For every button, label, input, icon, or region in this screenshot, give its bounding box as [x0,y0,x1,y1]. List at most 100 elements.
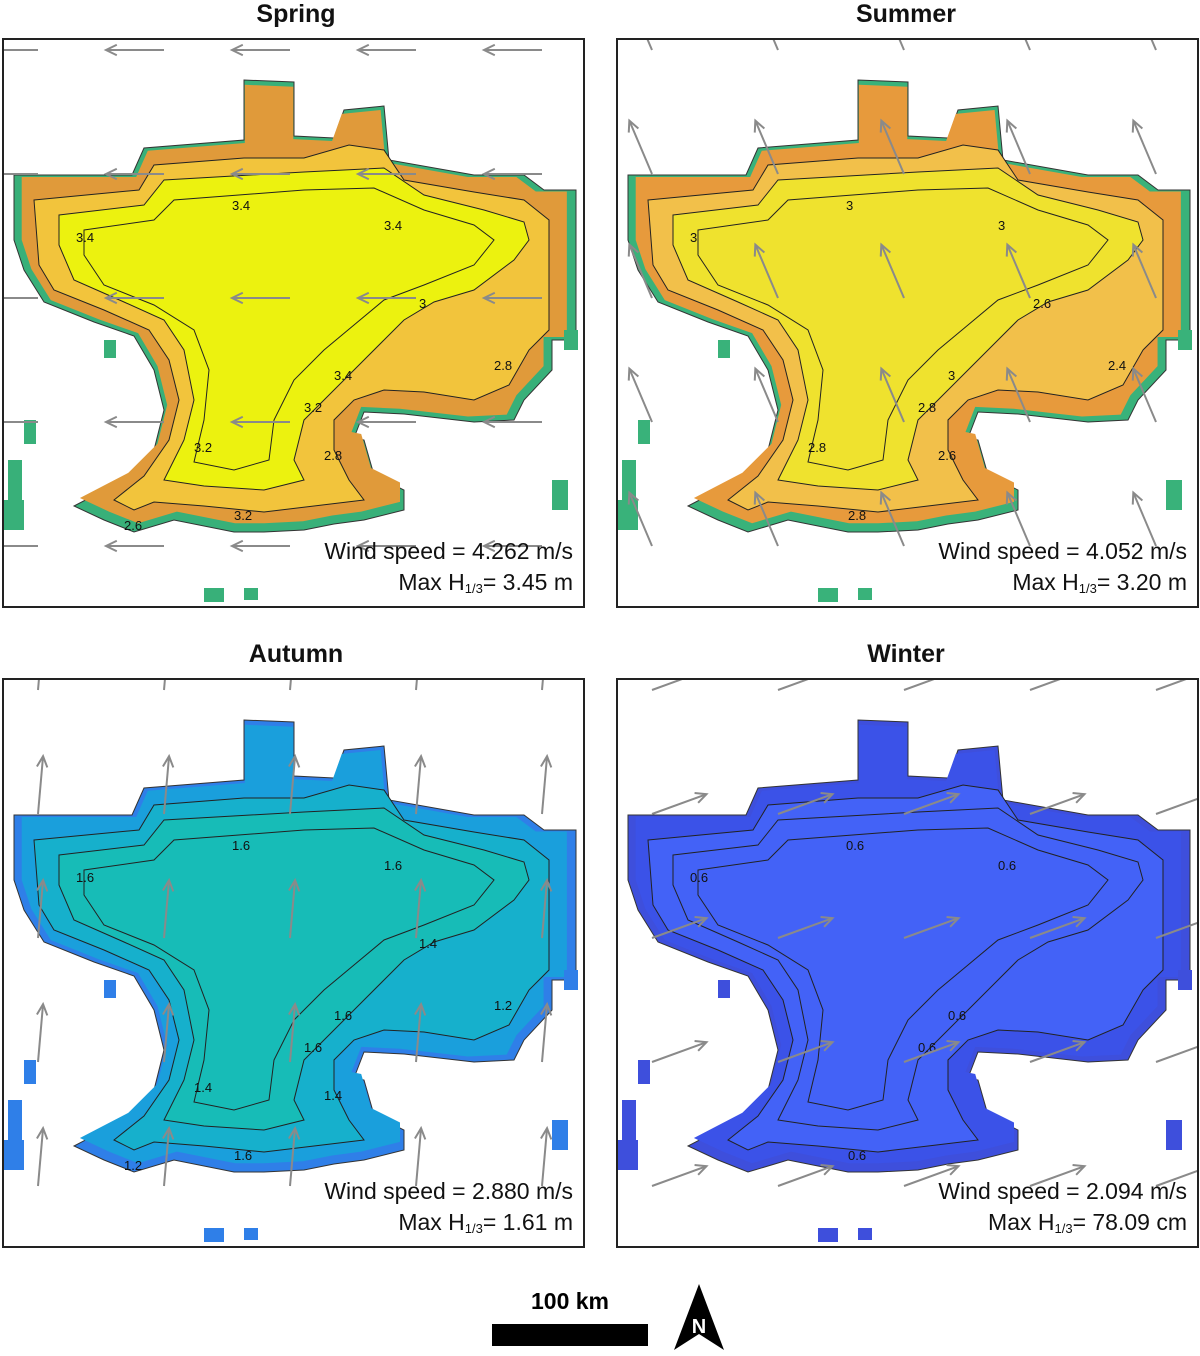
coastal-cell [622,1100,636,1140]
wind-label: Wind speed = [324,1178,472,1204]
wind-arrow-head [288,753,301,768]
wind-arrow-head [103,43,118,57]
wind-arrow [1155,1046,1197,1063]
wind-arrow-head [355,167,370,181]
wind-arrow-shaft [1155,922,1197,939]
wind-arrow [903,1039,961,1063]
wind-arrow-head [1005,118,1018,133]
wind-arrow [414,877,427,939]
panel-title-winter: Winter [867,640,945,668]
wind-arrow-shaft [646,40,653,51]
wind-arrow-shaft [777,1165,833,1187]
coastal-cell [718,980,730,998]
contour-label: 3.2 [194,440,212,455]
wind-arrow-shaft [880,368,905,423]
wind-arrow-head [162,877,175,892]
coastal-cell [204,1228,224,1242]
coastal-cell [618,1140,638,1170]
coastal-cell [818,1228,838,1242]
wind-arrow [1155,680,1187,691]
wind-arrow [36,877,49,939]
wind-arrow-shaft [651,917,707,939]
wind-arrow-head [1005,366,1018,381]
wind-arrow [627,242,653,299]
contour-label: 3 [998,218,1005,233]
wind-arrow-shaft [1155,680,1187,691]
wave-band-core [672,807,1144,1131]
contour-label: 3.4 [232,198,250,213]
wind-arrow-shaft [1006,120,1031,175]
wind-arrow-shaft [1155,798,1197,815]
north-arrow-icon: N [674,1284,724,1350]
wind-arrow-head [753,366,766,381]
wind-arrow [355,291,416,305]
contour-label: 1.6 [304,1040,322,1055]
wind-arrow-shaft [1155,1046,1197,1063]
wind-arrow-head [879,366,892,381]
wind-arrow-shaft [37,680,40,691]
contour-label: 3 [948,368,955,383]
wind-arrow-shaft [1132,368,1157,423]
wind-arrow-shaft [1029,917,1085,939]
wind-arrow-head [627,118,640,133]
wind-arrow [481,167,542,181]
wind-arrow [1029,915,1087,939]
wind-arrow-shaft [1132,120,1157,175]
wind-arrow [36,1125,49,1187]
wave-band-core [58,167,530,491]
max-height-subscript: 1/3 [1054,1221,1073,1236]
wind-arrow-shaft [903,680,935,691]
wind-arrow-shaft [541,1128,549,1187]
wave-height-map-winter: 0.60.60.60.60.60.6 [618,680,1197,1242]
wind-arrow-shaft [903,793,959,815]
wind-arrow [903,680,935,691]
max-height-subscript: 1/3 [464,581,483,596]
wind-arrow [288,753,301,815]
wind-arrow-shaft [289,880,297,939]
wind-arrow [541,680,544,691]
panel-title-spring: Spring [256,0,336,28]
wind-arrow [540,753,553,815]
wind-arrow-head [103,167,118,181]
wind-arrow [37,680,40,691]
contour-label: 2.6 [938,448,956,463]
wind-arrow [355,539,416,553]
wind-arrow [1131,490,1157,547]
wind-arrow-shaft [1132,492,1157,547]
coastal-cell [8,1100,22,1140]
wind-arrow [103,291,164,305]
wind-arrow [1131,118,1157,175]
max-height-value: = 78.09 cm [1072,1209,1187,1235]
wind-arrow-shaft [754,492,779,547]
contour-label: 3.4 [334,368,352,383]
wind-arrow-head [36,1001,49,1016]
wind-arrow-shaft [415,680,418,691]
wind-arrow [162,753,175,815]
wind-arrow-head [481,539,496,553]
wind-arrow [355,43,416,57]
wind-arrow [4,421,38,423]
wind-arrow-head [481,291,496,305]
contour-label: 3.4 [76,230,94,245]
wind-arrow-shaft [37,1004,45,1063]
wind-arrow [777,680,809,691]
wind-arrow-shaft [289,680,292,691]
stats-winter: Wind speed = 2.094 m/s Max H1/3= 78.09 c… [938,1176,1187,1244]
wind-arrow [540,877,553,939]
contour-label: 2.8 [848,508,866,523]
contour-label: 2.6 [1033,296,1051,311]
contour-label: 1.4 [419,936,437,951]
wind-arrow [1155,922,1197,939]
wave-height-map-summer: 3 3 3 3 2.8 2.8 2.8 2.6 2.6 2.4 [618,40,1192,602]
wind-arrow [772,40,779,51]
wind-arrow-head [414,1001,427,1016]
wind-arrow-head [946,791,961,804]
wind-arrow [651,1163,709,1187]
coastal-cell [1178,330,1192,350]
wind-arrow-head [1131,490,1144,505]
wind-arrow-head [627,366,640,381]
wind-arrow-head [946,915,961,928]
wind-arrow-head [355,415,370,429]
wind-arrow [103,415,164,429]
stats-autumn: Wind speed = 2.880 m/s Max H1/3= 1.61 m [324,1176,573,1244]
